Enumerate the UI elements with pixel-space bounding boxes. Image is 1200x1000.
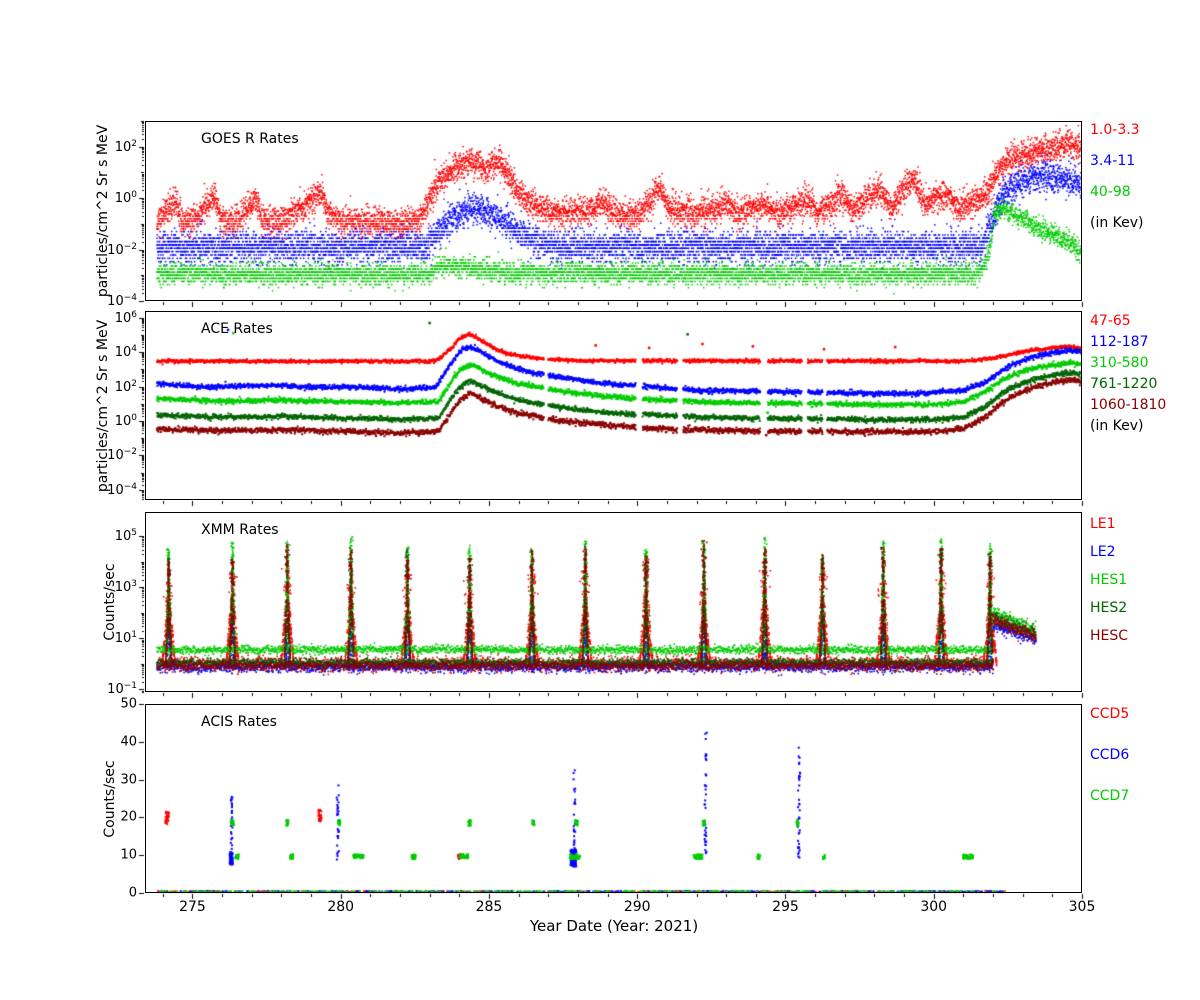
tick-label: 100 bbox=[114, 412, 137, 430]
legend-label-ace-band4: 761-1220 bbox=[1090, 376, 1158, 392]
xmm-legend: LE1 LE2 HES1 HES2 HESC bbox=[1090, 516, 1128, 656]
tick-label: 50 bbox=[120, 696, 137, 712]
tick-label: 10−2 bbox=[107, 241, 137, 258]
tick-label: 30 bbox=[120, 772, 137, 788]
legend-label-ace-band1: 47-65 bbox=[1090, 313, 1131, 329]
tick-label: 275 bbox=[179, 899, 206, 915]
tick-label: 103 bbox=[114, 579, 137, 596]
tick-label: 105 bbox=[114, 528, 137, 545]
legend-label-ace-band5: 1060-1810 bbox=[1090, 397, 1167, 413]
legend-label-goes-band3: 40-98 bbox=[1090, 184, 1131, 200]
legend-label-acis-ccd6: CCD6 bbox=[1090, 747, 1130, 763]
tick-label: 280 bbox=[327, 899, 355, 915]
tick-label: 102 bbox=[114, 378, 137, 395]
tick-label: 0 bbox=[128, 885, 137, 901]
tick-label: 10−4 bbox=[107, 481, 137, 498]
legend-label-acis-ccd7: CCD7 bbox=[1090, 788, 1130, 804]
legend-label-ace-units: (in Kev) bbox=[1090, 418, 1144, 434]
legend-label-goes-units: (in Kev) bbox=[1090, 215, 1144, 231]
xmm-y-axis-label: Counts/sec bbox=[102, 563, 118, 641]
ace-y-axis-label: particles/cm^2 Sr s MeV bbox=[95, 319, 111, 493]
tick-label: 290 bbox=[623, 899, 651, 915]
tick-label: 101 bbox=[114, 630, 137, 647]
legend-label-ace-band2: 112-187 bbox=[1090, 334, 1149, 350]
legend-label-xmm-le2: LE2 bbox=[1090, 544, 1116, 560]
goes-legend: 1.0-3.3 3.4-11 40-98 (in Kev) bbox=[1090, 122, 1144, 246]
legend-label-xmm-hes2: HES2 bbox=[1090, 600, 1128, 616]
tick-label: 104 bbox=[114, 344, 137, 361]
legend-label-goes-band1: 1.0-3.3 bbox=[1090, 122, 1140, 138]
tick-label: 10−2 bbox=[107, 447, 137, 464]
acis-legend: CCD5 CCD6 CCD7 bbox=[1090, 706, 1129, 829]
tick-label: 106 bbox=[114, 309, 137, 327]
tick-label: 300 bbox=[920, 899, 948, 915]
tick-label: 100 bbox=[114, 189, 137, 207]
tick-label: 305 bbox=[1068, 899, 1096, 915]
ace-legend: 47-65 112-187 310-580 761-1220 1060-1810… bbox=[1090, 313, 1166, 439]
tick-label: 102 bbox=[114, 138, 137, 155]
legend-label-acis-ccd5: CCD5 bbox=[1090, 706, 1130, 722]
tick-label: 10−4 bbox=[107, 292, 137, 310]
goes-y-axis-label: particles/cm^2 Sr s MeV bbox=[95, 124, 111, 298]
legend-label-xmm-hes1: HES1 bbox=[1090, 572, 1128, 588]
legend-label-xmm-le1: LE1 bbox=[1090, 516, 1116, 532]
tick-label: 285 bbox=[475, 899, 503, 915]
legend-label-xmm-hesc: HESC bbox=[1090, 628, 1129, 644]
tick-label: 40 bbox=[120, 734, 137, 750]
tick-label: 10 bbox=[120, 847, 137, 863]
tick-label: 295 bbox=[772, 899, 799, 915]
tick-label: 20 bbox=[120, 809, 137, 825]
legend-label-ace-band3: 310-580 bbox=[1090, 355, 1149, 371]
acis-y-axis-label: Counts/sec bbox=[102, 760, 118, 838]
tick-label: 10−1 bbox=[107, 681, 137, 698]
legend-label-goes-band2: 3.4-11 bbox=[1090, 153, 1136, 169]
x-axis-label: Year Date (Year: 2021) bbox=[529, 917, 699, 935]
